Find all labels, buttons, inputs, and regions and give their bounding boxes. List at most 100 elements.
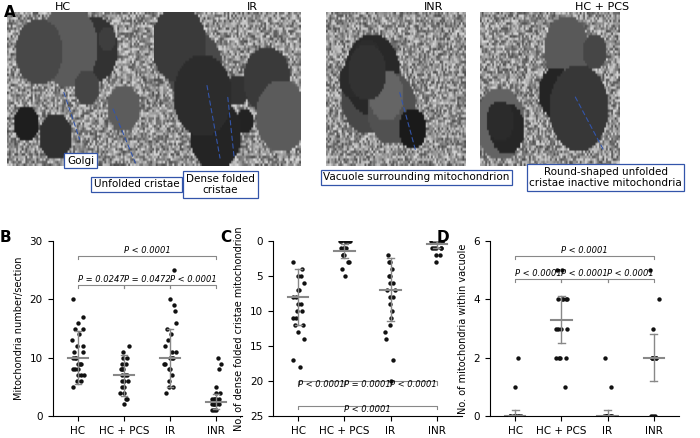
Point — [120, 395, 132, 402]
Point — [387, 265, 398, 272]
Text: Unfolded cristae: Unfolded cristae — [94, 180, 179, 190]
Text: P < 0.0001: P < 0.0001 — [124, 246, 170, 254]
Text: C: C — [220, 230, 231, 245]
Point — [651, 354, 662, 361]
Point — [602, 413, 613, 420]
Text: P < 0.0001: P < 0.0001 — [298, 380, 345, 389]
Point — [557, 296, 568, 303]
Point — [437, 237, 448, 244]
Point — [209, 395, 220, 402]
Point — [561, 296, 572, 303]
Point — [298, 279, 309, 286]
Point — [380, 336, 391, 343]
Point — [386, 307, 398, 314]
Point — [211, 389, 222, 396]
Point — [605, 413, 616, 420]
Point — [646, 354, 657, 361]
Point — [653, 296, 664, 303]
Point — [73, 319, 84, 326]
Point — [74, 360, 85, 367]
Point — [288, 314, 299, 321]
Point — [510, 413, 521, 420]
Point — [645, 413, 657, 420]
Point — [435, 244, 447, 251]
Point — [559, 383, 570, 390]
Point — [602, 413, 613, 420]
Point — [644, 267, 655, 274]
Point — [206, 401, 218, 408]
Point — [72, 360, 83, 367]
Point — [337, 251, 349, 258]
Y-axis label: No. of dense folded cristae mitochondrion: No. of dense folded cristae mitochondrio… — [234, 226, 244, 431]
Point — [166, 372, 177, 379]
Point — [292, 328, 303, 336]
Point — [166, 331, 177, 338]
Point — [335, 244, 346, 251]
Point — [606, 413, 617, 420]
Point — [115, 389, 126, 396]
Point — [169, 302, 180, 309]
Point — [170, 319, 181, 326]
Point — [160, 360, 171, 367]
Point — [433, 237, 444, 244]
Point — [512, 413, 524, 420]
Text: INR: INR — [424, 2, 444, 12]
Point — [159, 343, 170, 350]
Point — [550, 325, 561, 332]
Point — [167, 348, 178, 355]
Text: HC: HC — [55, 2, 71, 12]
Point — [428, 237, 439, 244]
Point — [335, 237, 346, 244]
Point — [649, 413, 660, 420]
Point — [561, 325, 572, 332]
Point — [71, 343, 83, 350]
Point — [384, 258, 395, 265]
Point — [75, 372, 86, 379]
Point — [121, 395, 132, 402]
Point — [344, 237, 356, 244]
Point — [76, 378, 87, 385]
Point — [67, 383, 78, 390]
Point — [339, 244, 350, 251]
Point — [382, 251, 393, 258]
Point — [206, 395, 218, 402]
Point — [116, 372, 127, 379]
Y-axis label: No. of mitochondria within vacuole: No. of mitochondria within vacuole — [458, 244, 468, 413]
Point — [117, 366, 128, 373]
Point — [67, 354, 78, 361]
Point — [515, 413, 526, 420]
Text: B: B — [0, 230, 11, 245]
Text: P < 0.0001: P < 0.0001 — [390, 380, 437, 389]
Point — [77, 348, 88, 355]
Point — [292, 272, 303, 279]
Point — [337, 265, 348, 272]
Point — [340, 272, 351, 279]
Text: D: D — [437, 230, 449, 245]
Point — [647, 325, 658, 332]
Text: P < 0.0001: P < 0.0001 — [344, 405, 391, 414]
Text: P < 0.0001: P < 0.0001 — [169, 275, 216, 284]
Point — [383, 258, 394, 265]
Point — [379, 328, 390, 336]
Point — [552, 325, 564, 332]
Point — [214, 395, 225, 402]
Point — [117, 383, 128, 390]
Point — [339, 251, 350, 258]
Point — [601, 413, 612, 420]
Point — [648, 354, 659, 361]
Point — [388, 357, 399, 364]
Point — [78, 343, 89, 350]
Point — [71, 378, 83, 385]
Text: Dense folded
cristae: Dense folded cristae — [186, 174, 255, 195]
Point — [118, 378, 130, 385]
Point — [290, 314, 302, 321]
Point — [167, 354, 178, 361]
Point — [390, 286, 401, 293]
Point — [214, 401, 225, 408]
Point — [384, 300, 395, 307]
Point — [215, 360, 226, 367]
Point — [74, 331, 85, 338]
Point — [209, 407, 220, 414]
Point — [118, 348, 129, 355]
Point — [551, 354, 562, 361]
